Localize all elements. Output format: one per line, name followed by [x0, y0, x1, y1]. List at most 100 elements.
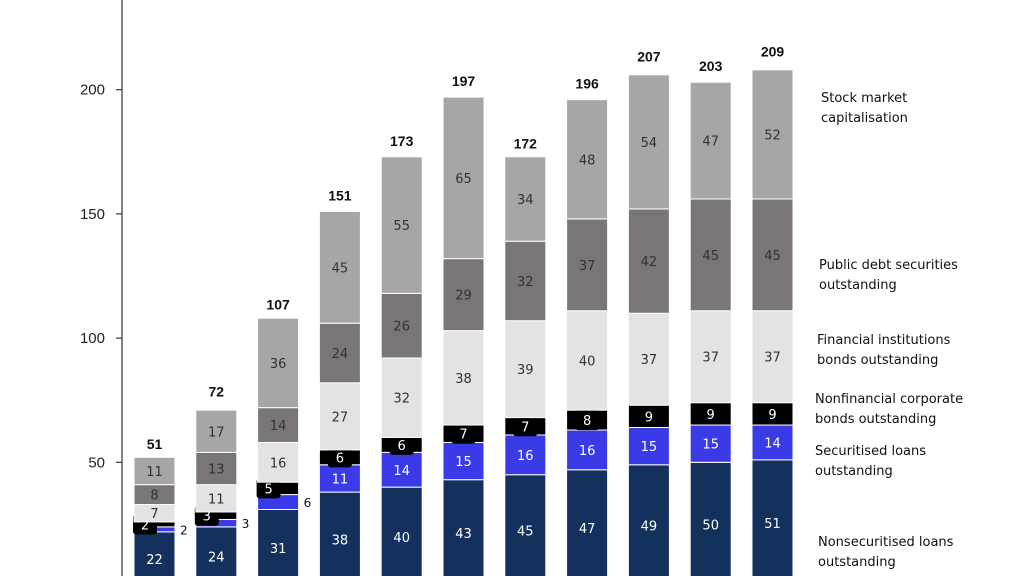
legend-entry: Stock market capitalisation — [821, 91, 908, 126]
bar-group: 50 15 9 37 45 47 203 — [689, 58, 732, 576]
segment-value-label: 36 — [270, 357, 287, 372]
bar-total-label: 172 — [514, 135, 538, 151]
outside-value-label: 3 — [242, 517, 250, 531]
bar-segment — [380, 292, 423, 359]
segment-value-label: 32 — [393, 392, 410, 407]
segment-value-label: 9 — [645, 410, 653, 425]
bar-total-label: 196 — [575, 76, 599, 92]
segment-value-label: 15 — [702, 438, 719, 453]
segment-value-label: 24 — [332, 347, 349, 362]
bar-segment — [380, 451, 423, 488]
bar-total-label: 107 — [266, 297, 290, 313]
bar-segment — [566, 469, 609, 576]
bar-group: 49 15 9 37 42 54 207 — [627, 48, 670, 576]
segment-value-label: 47 — [579, 522, 596, 537]
legend-entry: Securitised loans outstanding — [815, 444, 926, 479]
bar-segment — [318, 491, 361, 576]
segment-value-label: 49 — [641, 520, 658, 535]
segment-value-label: 14 — [764, 436, 781, 451]
bar-segment — [689, 424, 732, 463]
segment-value-label: 11 — [208, 492, 225, 507]
bar-segment — [195, 526, 238, 576]
legend-label-line: outstanding — [818, 555, 896, 570]
segment-value-label: 34 — [517, 193, 534, 208]
bar-segment — [627, 74, 670, 210]
segment-label-box — [327, 447, 352, 468]
outside-value-label: 6 — [304, 496, 312, 510]
bar-segment — [133, 456, 176, 486]
bar-total-label: 197 — [452, 73, 476, 89]
bar-segment — [318, 464, 361, 493]
bar-segment — [257, 317, 300, 409]
bar-segment — [318, 382, 361, 451]
bar-segment — [751, 69, 794, 200]
segment-value-label: 32 — [517, 275, 534, 290]
segment-label-box — [760, 403, 785, 424]
bar-segment — [751, 459, 794, 576]
segment-value-label: 7 — [150, 507, 158, 522]
segment-value-label: 39 — [517, 363, 534, 378]
bar-group: 43 15 7 38 29 65 197 — [442, 73, 485, 576]
segment-value-label: 9 — [707, 408, 715, 423]
segment-value-label: 37 — [579, 259, 596, 274]
segment-label-box — [389, 434, 414, 455]
bar-segment — [380, 357, 423, 438]
bar-segment — [442, 96, 485, 260]
segment-value-label: 42 — [641, 255, 658, 270]
bars: 2227811512431113177231516143610738116272… — [133, 43, 794, 576]
legend: Stock market capitalisation Public debt se… — [815, 91, 963, 570]
legend-label-line: Public debt securities — [819, 258, 958, 273]
segment-value-label: 45 — [517, 525, 534, 540]
bar-total-label: 203 — [699, 58, 723, 74]
legend-label-line: Financial institutions — [817, 333, 951, 348]
legend-entry: Financial institutions bonds outstanding — [817, 333, 951, 368]
bar-total-label: 209 — [761, 43, 785, 59]
segment-value-label: 47 — [702, 135, 719, 150]
legend-label-line: Nonsecuritised loans — [818, 535, 954, 550]
outside-value-label: 2 — [180, 523, 188, 537]
legend-label-line: Nonfinancial corporate — [815, 392, 963, 407]
bar-segment — [195, 451, 238, 486]
bar-segment — [689, 198, 732, 312]
segment-value-label: 45 — [764, 249, 781, 264]
segment-value-label: 14 — [270, 419, 287, 434]
bar-segment — [504, 320, 547, 419]
y-tick-label: 50 — [88, 454, 105, 471]
segment-value-label: 29 — [455, 289, 472, 304]
legend-label-line: bonds outstanding — [815, 412, 936, 427]
segment-value-label: 16 — [579, 444, 596, 459]
segment-value-label: 13 — [208, 463, 225, 478]
bar-segment — [257, 508, 300, 576]
segment-value-label: 43 — [455, 527, 472, 542]
segment-value-label: 55 — [393, 219, 410, 234]
bar-total-label: 207 — [637, 48, 661, 64]
legend-label-line: bonds outstanding — [817, 353, 938, 368]
segment-value-label: 7 — [521, 420, 529, 435]
segment-value-label: 37 — [702, 351, 719, 366]
segment-value-label: 48 — [579, 153, 596, 168]
segment-value-label: 38 — [455, 372, 472, 387]
y-tick-label: 100 — [80, 330, 105, 347]
bar-total-label: 72 — [209, 384, 225, 400]
segment-value-label: 31 — [270, 542, 287, 557]
legend-label-line: outstanding — [819, 278, 897, 293]
segment-value-label: 2 — [141, 518, 149, 533]
bar-total-label: 173 — [390, 133, 414, 149]
bar-segment — [442, 479, 485, 576]
segment-value-label: 15 — [641, 440, 658, 455]
segment-value-label: 45 — [332, 261, 349, 276]
segment-value-label: 7 — [459, 428, 467, 443]
legend-entry: Nonfinancial corporate bonds outstanding — [815, 392, 963, 427]
segment-value-label: 26 — [393, 320, 410, 335]
segment-value-label: 37 — [641, 353, 658, 368]
y-tick-label: 200 — [80, 82, 105, 99]
segment-value-label: 15 — [455, 455, 472, 470]
segment-value-label: 40 — [393, 531, 410, 546]
bar-segment — [318, 210, 361, 324]
bar-total-label: 51 — [147, 436, 163, 452]
bar-group: 38 11 6 27 24 45 151 — [318, 187, 361, 576]
segment-value-label: 52 — [764, 128, 781, 143]
segment-value-label: 40 — [579, 354, 596, 369]
segment-value-label: 14 — [393, 464, 410, 479]
